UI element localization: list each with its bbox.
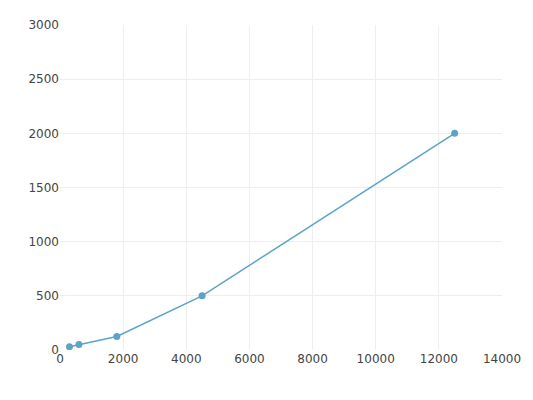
svg-text:4000: 4000 (171, 352, 202, 366)
svg-text:8000: 8000 (297, 352, 328, 366)
svg-text:1000: 1000 (28, 235, 59, 249)
svg-text:10000: 10000 (357, 352, 395, 366)
svg-text:3000: 3000 (28, 18, 59, 32)
svg-text:0: 0 (56, 352, 64, 366)
svg-text:2000: 2000 (108, 352, 139, 366)
svg-text:2500: 2500 (28, 72, 59, 86)
svg-text:2000: 2000 (28, 127, 59, 141)
svg-text:12000: 12000 (420, 352, 458, 366)
svg-text:14000: 14000 (483, 352, 521, 366)
svg-text:6000: 6000 (234, 352, 265, 366)
svg-text:500: 500 (36, 289, 59, 303)
svg-text:0: 0 (51, 343, 59, 357)
svg-text:1500: 1500 (28, 181, 59, 195)
